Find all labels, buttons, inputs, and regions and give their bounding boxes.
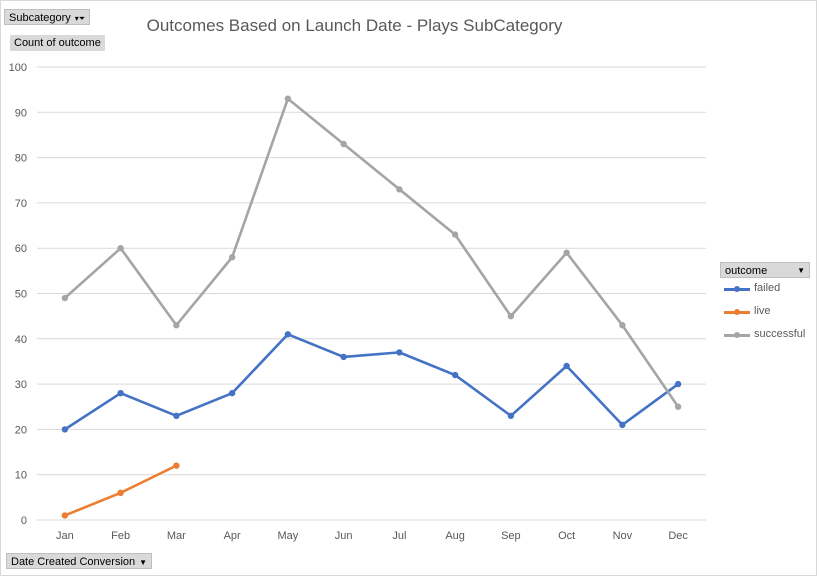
data-point-failed [563,362,570,370]
y-tick-label: 50 [15,289,27,301]
y-tick-label: 40 [15,334,27,346]
data-point-successful [619,322,626,329]
series-line-failed [64,332,679,431]
y-tick-label: 20 [15,424,27,436]
x-tick-label: Sep [501,530,521,542]
dropdown-arrow-icon: ▼ [797,266,805,275]
x-tick-label: Nov [613,530,633,542]
data-point-failed [173,412,180,420]
data-point-failed [507,412,515,420]
outcome-legend-label: outcome [725,265,768,277]
chart-title: Outcomes Based on Launch Date - Plays Su… [146,16,563,35]
data-point-successful [396,186,403,193]
data-point-successful [340,140,347,148]
yaxis-field-label: Count of outcome [10,35,105,51]
outcome-legend-button[interactable]: outcome ▼ [720,262,810,278]
data-point-successful [674,403,682,410]
data-point-live [61,512,69,519]
data-point-successful [117,245,124,252]
subcategory-filter-label: Subcategory [9,12,71,24]
data-point-live [117,489,124,497]
data-point-failed [117,389,124,397]
legend-swatch [724,309,750,315]
legend-marker [734,309,740,315]
legend-label: live [754,305,771,317]
data-point-failed [619,421,626,429]
data-point-failed [674,380,682,388]
y-tick-label: 30 [15,379,27,391]
data-point-failed [340,353,347,361]
x-tick-label: Oct [558,530,575,542]
legend-item-successful: successful [720,324,810,347]
legend-marker [734,332,740,338]
data-point-failed [61,426,69,433]
data-point-failed [284,331,292,338]
data-point-live [173,462,180,469]
y-tick-label: 80 [15,153,27,165]
y-tick-label: 0 [21,515,27,527]
x-tick-label: Mar [167,530,186,542]
date-created-field-button[interactable]: Date Created Conversion ▼ [6,553,153,569]
data-point-failed [228,389,236,397]
y-tick-label: 10 [15,470,27,482]
data-point-successful [61,294,69,302]
data-point-successful [284,95,292,102]
y-tick-label: 90 [15,107,27,119]
legend-label: failed [754,282,781,294]
x-tick-label: Jun [335,530,353,542]
legend: outcome ▼ failed live successful [720,262,810,347]
legend-marker [734,286,740,292]
date-created-field-label: Date Created Conversion [11,556,136,568]
data-point-successful [173,322,180,329]
x-tick-label: Dec [668,530,688,542]
series-line-successful [64,97,680,408]
x-tick-label: Aug [445,530,465,542]
data-point-successful [451,231,459,238]
data-point-failed [396,349,403,356]
y-tick-label: 70 [15,198,27,210]
x-tick-label: May [277,530,298,542]
legend-label: successful [754,328,806,340]
y-tick-label: 100 [9,62,27,74]
data-point-failed [451,371,459,379]
x-tick-label: Feb [111,530,130,542]
legend-item-live: live [720,301,810,324]
dropdown-arrow-icon: ▼ [139,558,148,567]
x-tick-label: Apr [224,530,241,542]
data-point-successful [507,312,515,320]
x-tick-label: Jul [392,530,406,542]
data-point-successful [228,254,236,261]
filter-dropdown-icon: ▾⏷ [74,14,86,23]
legend-item-failed: failed [720,278,810,301]
legend-swatch [724,332,750,338]
subcategory-filter-button[interactable]: Subcategory ▾⏷ [4,9,91,25]
y-tick-label: 60 [15,243,27,255]
legend-swatch [724,286,750,292]
x-tick-label: Jan [56,530,74,542]
data-point-successful [563,249,570,256]
